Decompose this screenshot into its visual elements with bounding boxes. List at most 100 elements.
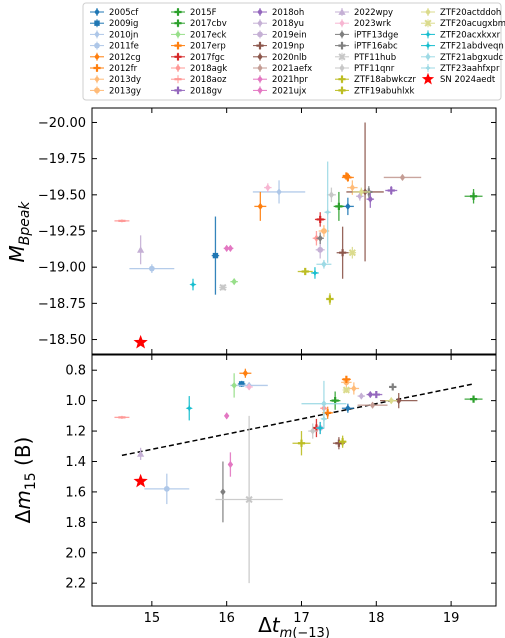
- legend-label-2017eck: 2017eck: [190, 30, 227, 40]
- bottom-point-ztf21abdveqn: [316, 424, 324, 432]
- legend-label-ztf21abgxudc: ZTF21abgxudc: [440, 53, 504, 63]
- legend-label-ptf11qnr: PTF11qnr: [354, 64, 395, 74]
- legend-marker-2019ein: [257, 31, 263, 38]
- bottom-point-ztf20acugxbm: [342, 386, 350, 394]
- legend-label-ztf20acugxbm: ZTF20acugxbm: [440, 19, 505, 29]
- top-ytick-label-5: −18.75: [38, 297, 86, 312]
- top-plot-frame: [91, 107, 497, 355]
- bottom-ytick-label-0: 0.8: [65, 364, 86, 379]
- bottom-point-2018oh: [367, 390, 374, 399]
- legend-marker-2005cf: [94, 8, 100, 16]
- legend-marker-2012fr: [93, 64, 101, 72]
- legend-marker-2023wrk: [339, 19, 345, 27]
- top-ytick-label-0: −20.00: [38, 116, 86, 131]
- bottom-point-ztf20actddoh: [388, 397, 394, 405]
- bottom-point-ztf18abwkczr: [297, 439, 306, 447]
- legend-marker-2013dy: [94, 75, 100, 83]
- legend-label-2018yu: 2018yu: [272, 19, 304, 29]
- legend-label-2009ig: 2009ig: [109, 19, 138, 29]
- top-point-2015f: [469, 192, 478, 200]
- legend-label-ztf20actddoh: ZTF20actddoh: [440, 8, 501, 18]
- top-point-2010jn: [276, 188, 282, 196]
- legend-label-iptf16abc: iPTF16abc: [354, 42, 398, 52]
- top-point-2012cg: [257, 202, 264, 210]
- top-point-2018gv: [387, 186, 395, 195]
- legend-label-2017erp: 2017erp: [190, 42, 226, 52]
- legend-marker-ptf11hub: [338, 53, 346, 61]
- legend-label-2021ujx: 2021ujx: [272, 86, 306, 96]
- bottom-ytick-label-6: 2.0: [65, 546, 86, 561]
- legend-label-2011fe: 2011fe: [109, 42, 139, 52]
- bottom-point-iptf16abc: [389, 383, 397, 391]
- bottom-point-2021hpr: [223, 412, 230, 420]
- top-point-ztf21abgxudc: [321, 260, 327, 268]
- legend-label-iptf13dge: iPTF13dge: [354, 30, 398, 40]
- bottom-point-ztf21abgxudc: [321, 400, 327, 408]
- bottom-point-2005cf: [345, 404, 351, 412]
- top-point-2017eck: [231, 278, 237, 286]
- bottom-point-2015f: [469, 395, 478, 403]
- top-point-ztf20actddoh: [358, 188, 365, 196]
- bottom-xtick-label-17: 17: [293, 611, 310, 626]
- bottom-xtick-label-18: 18: [368, 611, 385, 626]
- legend-label-2018oh: 2018oh: [272, 8, 304, 18]
- top-point-sn-2024aedt: [133, 334, 148, 349]
- legend-label-2013dy: 2013dy: [109, 75, 141, 85]
- bottom-xtick-label-16: 16: [218, 611, 235, 626]
- legend-label-2018aoz: 2018aoz: [190, 75, 227, 85]
- bottom-fit-line: [121, 383, 474, 457]
- bottom-point-2012cg: [242, 369, 249, 377]
- legend-marker-ztf19abuhlxk: [338, 86, 346, 94]
- legend-label-2019ein: 2019ein: [272, 30, 307, 40]
- top-ytick-label-4: −19.00: [38, 261, 86, 276]
- legend-marker-2017eck: [175, 30, 181, 38]
- bottom-point-2011fe: [163, 485, 170, 492]
- legend-label-2017fgc: 2017fgc: [190, 53, 225, 63]
- bottom-point-2023wrk: [246, 383, 252, 391]
- bottom-ytick-label-4: 1.6: [65, 485, 86, 500]
- legend-marker-iptf13dge: [339, 30, 345, 38]
- top-point-2017erp: [342, 172, 350, 180]
- top-point-ztf20acugxbm: [348, 249, 356, 257]
- legend-label-ptf11hub: PTF11hub: [354, 53, 396, 63]
- legend-marker-2018oh: [257, 8, 263, 16]
- legend-marker-2018yu: [257, 19, 263, 27]
- bottom-point-2013dy: [351, 384, 357, 393]
- legend-marker-ztf20actddoh: [425, 8, 431, 16]
- legend-marker-2010jn: [94, 30, 100, 38]
- legend-label-ztf23aahfxpr: ZTF23aahfxpr: [440, 64, 500, 74]
- bottom-xtick-label-19: 19: [443, 611, 460, 626]
- legend-label-2015f: 2015F: [190, 8, 217, 18]
- top-point-2022wpy: [137, 246, 145, 253]
- top-point-2011fe: [148, 265, 155, 272]
- top-point-2023wrk: [265, 183, 271, 192]
- top-point-iptf13dge: [317, 234, 323, 242]
- legend-label-2018gv: 2018gv: [190, 86, 222, 96]
- legend-marker-2019np: [256, 42, 264, 50]
- top-point-2009ig: [212, 252, 219, 259]
- legend-marker-2017fgc: [174, 53, 182, 61]
- bottom-point-2019np: [335, 439, 343, 447]
- bottom-ytick-label-5: 1.8: [65, 516, 86, 531]
- legend-marker-iptf16abc: [338, 42, 346, 50]
- bottom-point-2017erp: [342, 375, 350, 383]
- bottom-ytick-label-1: 1.0: [65, 394, 86, 409]
- legend-label-2021hpr: 2021hpr: [272, 75, 308, 85]
- bottom-ytick-label-2: 1.2: [65, 425, 86, 440]
- legend-marker-ztf18abwkczr: [338, 75, 346, 83]
- bottom-point-2017eck: [231, 381, 237, 390]
- legend-label-ztf18abwkczr: ZTF18abwkczr: [354, 75, 416, 85]
- bottom-point-ztf20acxkxxr: [185, 404, 193, 412]
- legend-marker-2015f: [174, 8, 182, 16]
- bottom-point-2021aefx: [369, 401, 376, 409]
- bottom-point-ptf11hub: [245, 495, 253, 504]
- top-point-2021hpr: [227, 244, 234, 252]
- legend-marker-2021ujx: [257, 86, 263, 94]
- legend-label-2012cg: 2012cg: [109, 53, 141, 63]
- top-point-2021ujx: [223, 244, 230, 252]
- legend: 2005cf2009ig2010jn2011fe2012cg2012fr2013…: [82, 2, 505, 101]
- top-point-ztf19abuhlxk: [326, 295, 334, 303]
- legend-marker-ztf20acugxbm: [424, 19, 432, 27]
- top-point-2017fgc: [316, 215, 324, 224]
- legend-marker-ztf21abgxudc: [425, 53, 431, 61]
